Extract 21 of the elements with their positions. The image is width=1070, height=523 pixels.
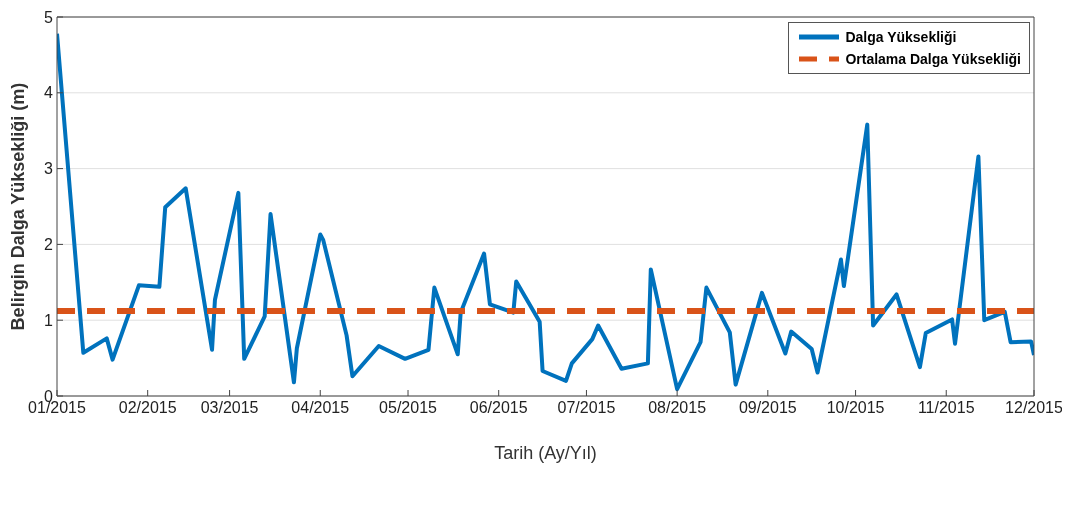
legend-label: Ortalama Dalga Yüksekliği [845,51,1021,67]
x-tick-label: 06/2015 [469,399,528,417]
y-tick-label: 5 [44,8,54,26]
y-tick-label: 2 [44,236,54,254]
x-tick-label: 07/2015 [557,399,616,417]
y-tick-label: 1 [44,311,54,329]
x-tick-label: 03/2015 [200,399,259,417]
line-series [57,31,1034,392]
y-axis-title: Belirgin Dalga Yüksekliği (m) [8,82,29,331]
x-tick-label: 09/2015 [738,399,797,417]
x-tick-label: 05/2015 [379,399,438,417]
y-tick-label: 4 [44,84,54,102]
x-tick-label: 10/2015 [826,399,885,417]
x-tick-label: 04/2015 [291,399,350,417]
x-axis-title: Tarih (Ay/Yıl) [494,443,597,463]
x-tick-label: 02/2015 [118,399,177,417]
x-tick-label: 08/2015 [648,399,707,417]
y-tick-label: 3 [44,160,54,178]
x-tick-label: 12/2015 [1005,399,1064,417]
x-tick-label: 11/2015 [917,399,975,417]
legend-label: Dalga Yüksekliği [845,29,957,45]
